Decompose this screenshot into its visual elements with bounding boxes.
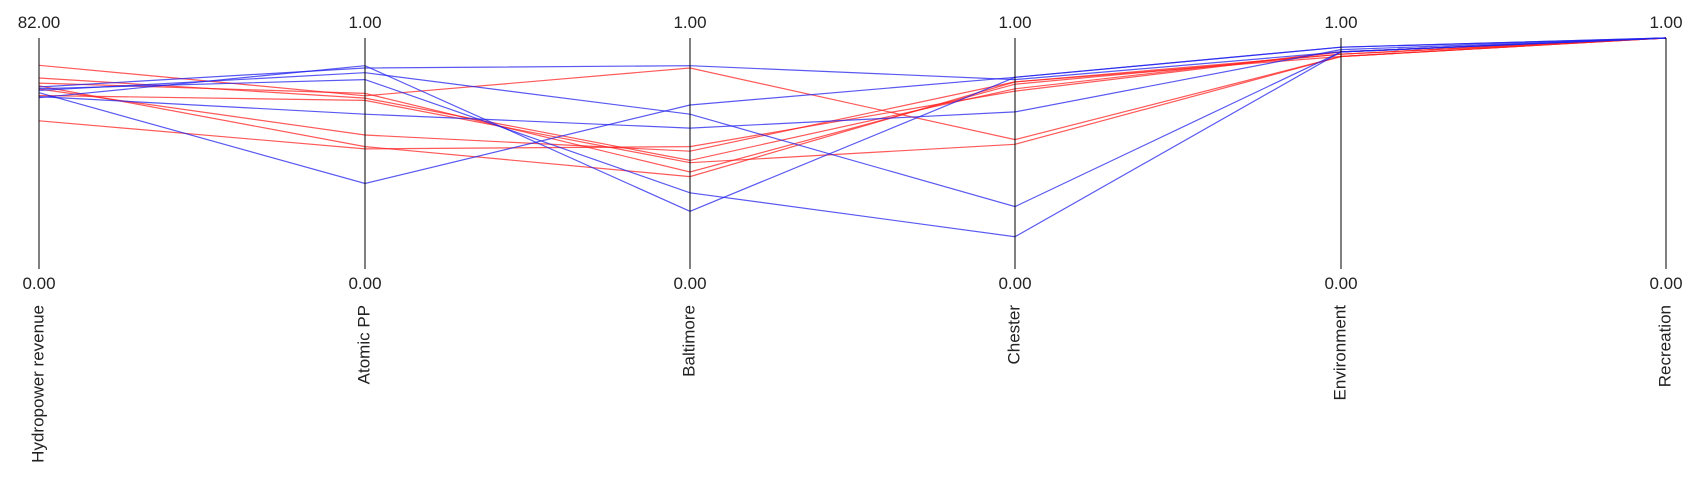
axis-min-label-environment: 0.00	[1324, 274, 1357, 293]
axis-min-label-baltimore: 0.00	[673, 274, 706, 293]
series-line-red-6	[38, 37, 1667, 164]
axis-max-label-baltimore: 1.00	[673, 13, 706, 32]
axis-max-label-recreation: 1.00	[1649, 13, 1682, 32]
series-line-blue-11	[38, 37, 1667, 129]
axis-name-hydropower-revenue: Hydropower revenue	[28, 305, 47, 463]
axis-min-label-recreation: 0.00	[1649, 274, 1682, 293]
axis-min-label-atomic-pp: 0.00	[348, 274, 381, 293]
axis-min-label-chester: 0.00	[998, 274, 1031, 293]
axis-name-baltimore: Baltimore	[679, 305, 698, 377]
series-line-blue-13	[38, 37, 1667, 212]
series-line-blue-9	[38, 37, 1667, 208]
axis-name-chester: Chester	[1004, 305, 1023, 365]
series-line-red-4	[38, 37, 1667, 152]
axis-min-label-hydropower-revenue: 0.00	[22, 274, 55, 293]
axis-max-label-environment: 1.00	[1324, 13, 1357, 32]
series-line-blue-10	[38, 37, 1667, 185]
series-line-blue-12	[38, 37, 1667, 238]
axis-max-label-hydropower-revenue: 82.00	[18, 13, 61, 32]
series-lines	[38, 37, 1667, 238]
axes: 82.00 0.00 Hydropower revenue 1.00 0.00 Atomi…	[18, 13, 1683, 463]
axis-name-atomic-pp: Atomic PP	[354, 305, 373, 384]
series-line-red-5	[38, 37, 1667, 178]
series-line-red-3	[38, 37, 1667, 173]
axis-max-label-chester: 1.00	[998, 13, 1031, 32]
axis-max-label-atomic-pp: 1.00	[348, 13, 381, 32]
axis-name-recreation: Recreation	[1655, 305, 1674, 387]
axis-name-environment: Environment	[1330, 305, 1349, 401]
